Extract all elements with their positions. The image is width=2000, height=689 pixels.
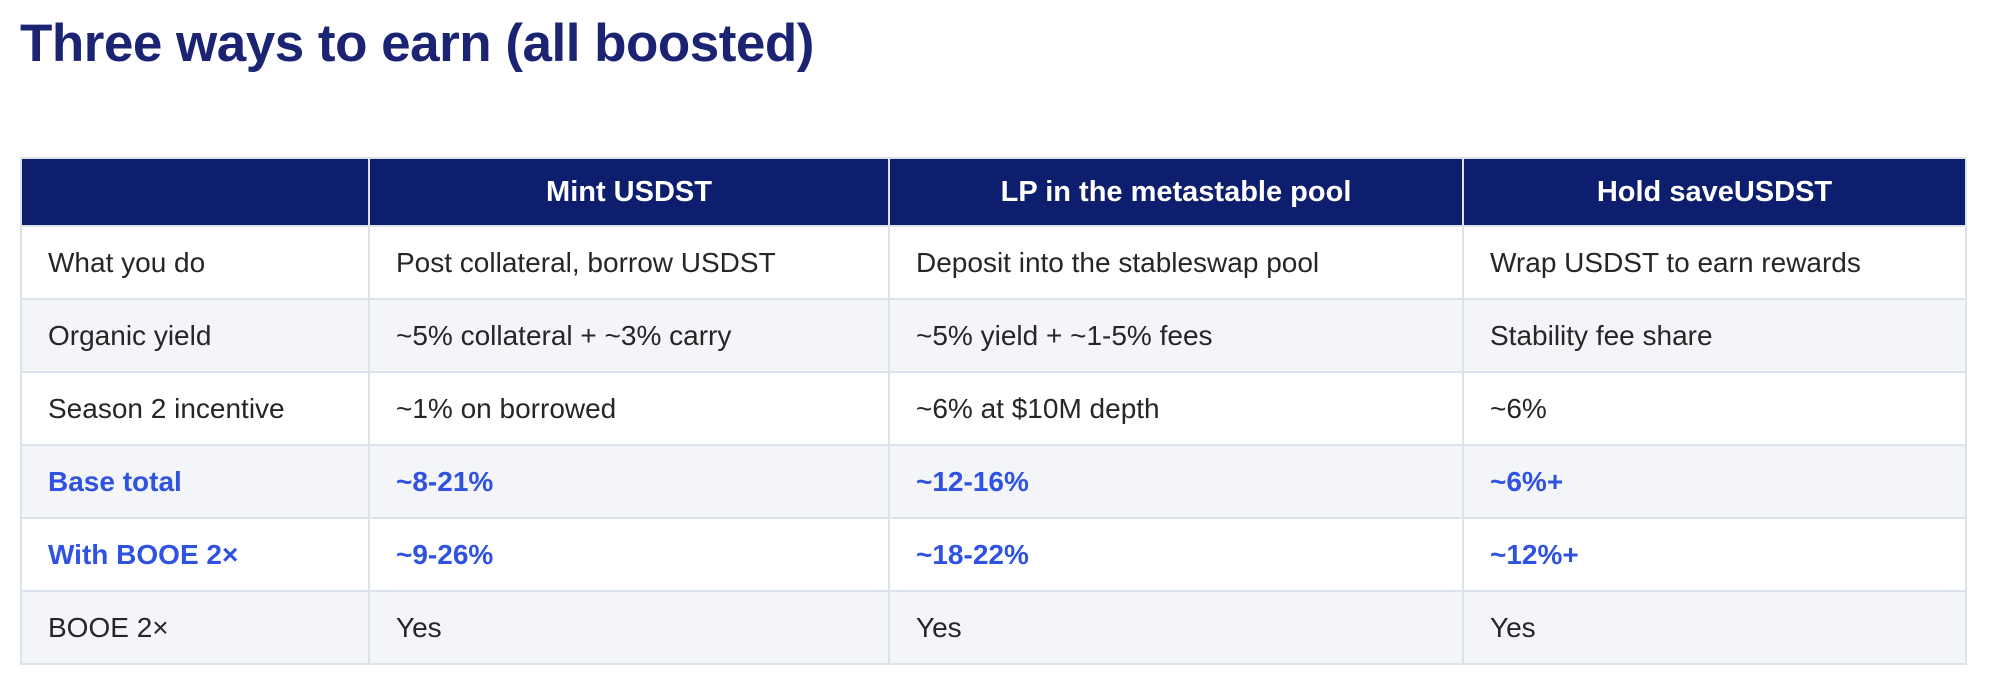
table-cell: Yes <box>1462 590 1967 665</box>
column-header-blank <box>20 157 370 227</box>
table-row-with-booe-2x: With BOOE 2× ~9-26% ~18-22% ~12%+ <box>20 517 1967 592</box>
page-title: Three ways to earn (all boosted) <box>20 14 814 73</box>
table-cell: ~9-26% <box>368 517 890 592</box>
column-header-mint: Mint USDST <box>368 157 890 227</box>
table-cell: Post collateral, borrow USDST <box>368 225 890 300</box>
table-cell: ~6% <box>1462 371 1967 446</box>
row-label: Season 2 incentive <box>20 371 370 446</box>
column-header-save: Hold saveUSDST <box>1462 157 1967 227</box>
row-label: BOOE 2× <box>20 590 370 665</box>
table-row-season-2-incentive: Season 2 incentive ~1% on borrowed ~6% a… <box>20 371 1967 446</box>
table-cell: ~6% at $10M depth <box>888 371 1464 446</box>
row-label: Base total <box>20 444 370 519</box>
table-cell: ~1% on borrowed <box>368 371 890 446</box>
table-cell: ~5% collateral + ~3% carry <box>368 298 890 373</box>
table-cell: Yes <box>368 590 890 665</box>
table-cell: Deposit into the stableswap pool <box>888 225 1464 300</box>
earn-comparison-table: Mint USDST LP in the metastable pool Hol… <box>20 157 1967 665</box>
table-row-booe-2x: BOOE 2× Yes Yes Yes <box>20 590 1967 665</box>
table-cell: ~12-16% <box>888 444 1464 519</box>
row-label: Organic yield <box>20 298 370 373</box>
table-cell: Stability fee share <box>1462 298 1967 373</box>
table-cell: ~5% yield + ~1-5% fees <box>888 298 1464 373</box>
table-cell: ~12%+ <box>1462 517 1967 592</box>
table-cell: Yes <box>888 590 1464 665</box>
row-label: With BOOE 2× <box>20 517 370 592</box>
header-row: Mint USDST LP in the metastable pool Hol… <box>20 157 1967 227</box>
column-header-lp: LP in the metastable pool <box>888 157 1464 227</box>
table-row-what-you-do: What you do Post collateral, borrow USDS… <box>20 225 1967 300</box>
table-row-organic-yield: Organic yield ~5% collateral + ~3% carry… <box>20 298 1967 373</box>
table-row-base-total: Base total ~8-21% ~12-16% ~6%+ <box>20 444 1967 519</box>
table-cell: ~8-21% <box>368 444 890 519</box>
table-cell: ~18-22% <box>888 517 1464 592</box>
row-label: What you do <box>20 225 370 300</box>
table-cell: ~6%+ <box>1462 444 1967 519</box>
table-cell: Wrap USDST to earn rewards <box>1462 225 1967 300</box>
